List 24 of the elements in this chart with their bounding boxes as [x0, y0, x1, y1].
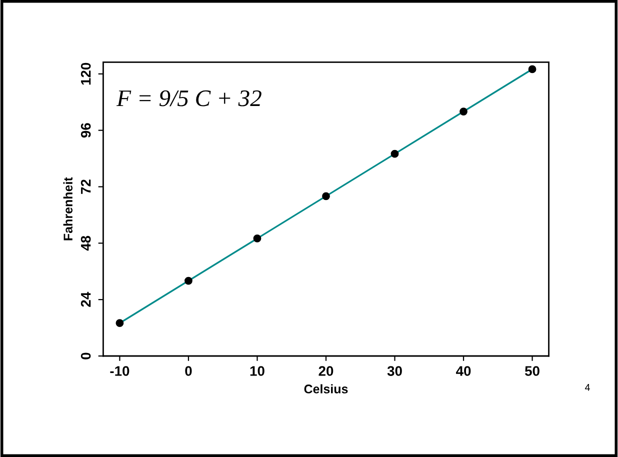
point: [184, 276, 192, 285]
x-tick-label: 50: [524, 366, 540, 376]
point: [528, 65, 536, 74]
y-tick-label: 72: [80, 180, 91, 194]
x-tick-label: 40: [456, 366, 471, 376]
x-tick-label: -10: [110, 366, 130, 376]
point: [460, 108, 468, 116]
y-tick-label: 48: [80, 236, 91, 251]
y-tick-label: 0: [80, 352, 91, 360]
annotation: F = 9/5 C + 32: [116, 90, 262, 106]
y-tick-label: 96: [80, 123, 91, 138]
text: 4: [585, 384, 590, 391]
point: [390, 150, 399, 158]
y-axis-title: Fahrenheit: [63, 177, 73, 240]
x-tick-label: 30: [387, 366, 402, 376]
y-tick-label: 24: [80, 292, 91, 307]
x-tick-label: 0: [185, 366, 192, 376]
x-tick-label: 20: [318, 366, 334, 376]
point: [116, 319, 124, 328]
point: [253, 234, 262, 242]
y-tick-label: 120: [80, 62, 91, 85]
x-tick-label: 10: [250, 366, 264, 376]
point: [322, 192, 330, 200]
x-axis-title: Celsius: [304, 384, 348, 394]
